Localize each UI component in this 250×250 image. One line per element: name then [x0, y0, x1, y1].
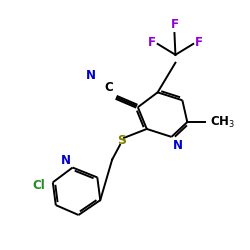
Text: S: S [118, 134, 126, 147]
Text: N: N [172, 139, 182, 152]
Text: Cl: Cl [32, 179, 45, 192]
Text: F: F [148, 36, 156, 50]
Text: C: C [104, 81, 113, 94]
Text: F: F [170, 18, 178, 31]
Text: N: N [86, 70, 96, 82]
Text: F: F [195, 36, 203, 50]
Text: CH$_3$: CH$_3$ [210, 114, 235, 130]
Text: N: N [60, 154, 70, 166]
